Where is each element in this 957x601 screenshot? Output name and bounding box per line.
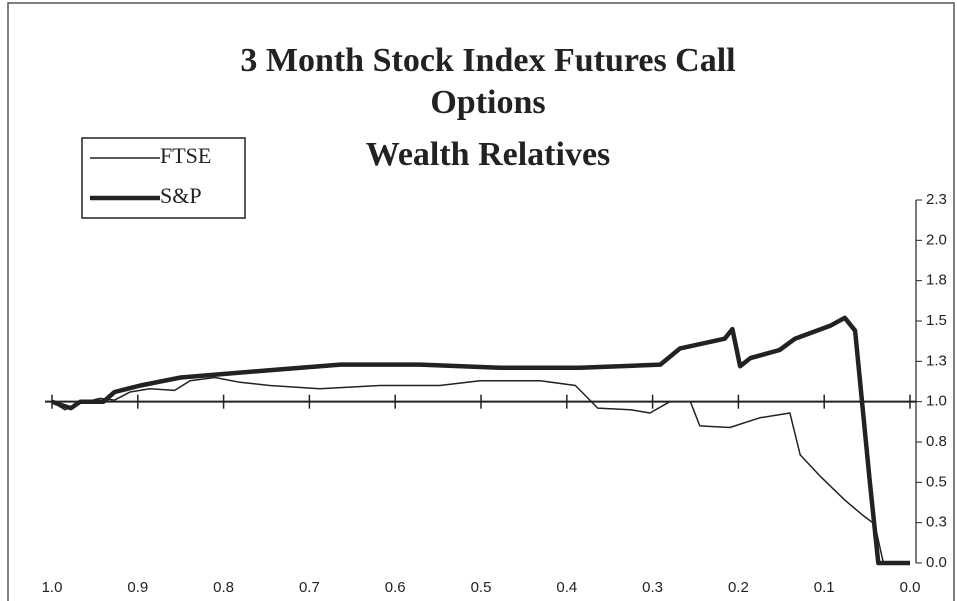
x-tick-label: 0.1 — [814, 579, 835, 596]
y-tick-label: 0.3 — [926, 514, 947, 531]
legend-box — [81, 137, 246, 219]
y-tick-label: 2.0 — [926, 231, 947, 248]
y-tick-label: 0.8 — [926, 433, 947, 450]
x-tick-label: 0.3 — [642, 579, 663, 596]
chart-subtitle: Wealth Relatives — [365, 136, 611, 173]
y-tick-label: 0.0 — [926, 554, 947, 571]
x-tick-label: 0.6 — [385, 579, 406, 596]
y-tick-label: 2.3 — [926, 191, 947, 208]
x-tick-label: 0.5 — [471, 579, 492, 596]
series-line — [51, 376, 910, 564]
legend-label: S&P — [160, 183, 202, 208]
series-line — [51, 315, 910, 566]
legend-label: FTSE — [160, 143, 211, 168]
x-tick-label: 0.7 — [299, 579, 320, 596]
x-tick-label: 0.9 — [127, 579, 148, 596]
x-tick-label: 0.2 — [728, 579, 749, 596]
y-tick-label: 0.5 — [926, 473, 947, 490]
y-tick-label: 1.5 — [926, 312, 947, 329]
y-tick-label: 1.8 — [926, 272, 947, 289]
y-tick-label: 1.0 — [926, 393, 947, 410]
y-tick-label: 1.3 — [926, 352, 947, 369]
chart-title: 3 Month Stock Index Futures Call Options — [240, 42, 736, 121]
x-tick-label: 0.8 — [213, 579, 234, 596]
x-tick-label: 0.0 — [900, 579, 921, 596]
x-tick-label: 0.4 — [556, 579, 577, 596]
frame — [7, 2, 955, 601]
x-tick-label: 1.0 — [42, 579, 63, 596]
